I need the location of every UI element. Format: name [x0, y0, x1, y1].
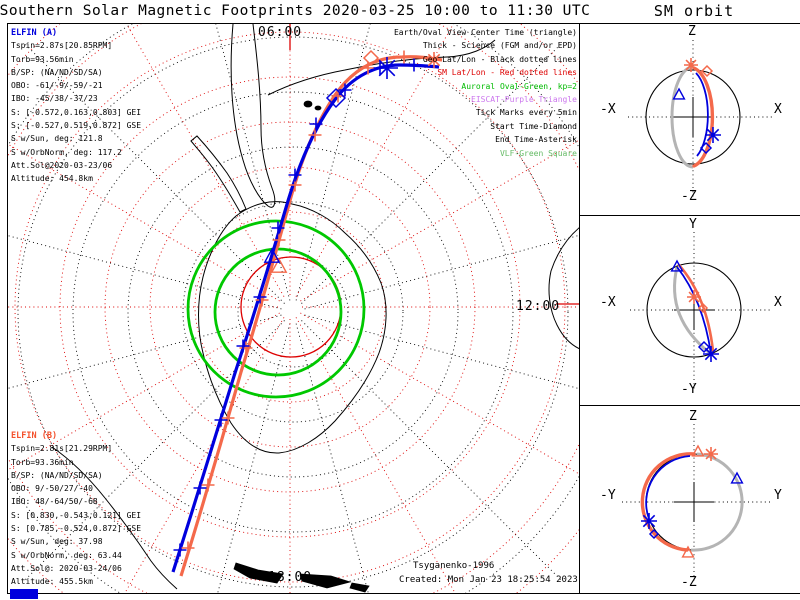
legend-item: End Time-Asterisk: [495, 135, 577, 145]
elfin-a-footprint-track: [171, 63, 440, 573]
stat-line: S w/Sun, deg: 37.98: [11, 537, 103, 547]
orbit-dark-arc: [690, 452, 744, 552]
stat-line: Tspin=2.81s[21.29RPM]: [11, 444, 113, 454]
stat-line: S w/OrbNorm, deg: 117.2: [11, 147, 122, 157]
orbit-a-arc: [645, 455, 691, 520]
elfin-a-color-swatch: [10, 589, 38, 599]
elfin-b-stats: ELFIN (B) Tspin=2.81s[21.29RPM] Torb=93.…: [11, 432, 141, 592]
elfin-a-name: ELFIN (A): [11, 28, 58, 38]
page-title: Southern Solar Magnetic Footprints 2020-…: [0, 3, 591, 19]
axis-label: Z: [689, 409, 697, 424]
elfin-b-name: ELFIN (B): [11, 431, 58, 441]
legend: Earth/Oval View Center Time (triangle) T…: [393, 28, 577, 163]
coast-australia: [51, 446, 178, 590]
stat-line: Torb=93.36min: [11, 457, 74, 467]
main-polar-plot: [8, 24, 579, 593]
islands: [303, 100, 322, 111]
stat-line: S: [0.785,-0.524,0.872] GSE: [11, 524, 142, 534]
stat-line: S w/OrbNorm, deg: 63.44: [11, 550, 122, 560]
legend-item: Thick - Science (FGM and/or EPD): [422, 41, 577, 51]
elfin-a-stats: ELFIN (A) Tspin=2.87s[20.85RPM] Torb=93.…: [11, 29, 141, 189]
orbit-dark-arc: [673, 266, 712, 356]
legend-item: Start Time-Diamond: [490, 121, 577, 131]
orbit-a-arc: [676, 266, 712, 355]
sm-orbit-panel-xy: [630, 232, 772, 390]
stat-line: B/SP: (NA/ND/SD/SA): [11, 470, 103, 480]
model-label: Tsyganenko-1996: [413, 561, 495, 571]
legend-item: SM Lat/Lon - Red dotted lines: [437, 68, 577, 78]
stat-line: S: [-0.572,0.163,0.803] GEI: [11, 107, 142, 117]
stat-line: Tspin=2.87s[20.85RPM]: [11, 41, 113, 51]
stat-line: Att.Sol@: 2020-03-24/06: [11, 563, 122, 573]
coast-antarctica: [198, 201, 387, 454]
coast-new-zealand: [233, 562, 370, 593]
axis-label: -X: [600, 102, 616, 117]
axis-label: -Y: [600, 488, 616, 503]
stat-line: S: [0.830,-0.543,0.121] GEI: [11, 510, 142, 520]
sm-orbit-panel-markers: [641, 58, 744, 558]
elfin-a-markers: [173, 57, 421, 557]
coastlines: [51, 24, 579, 593]
stat-line: Altitude: 455.5km: [11, 577, 93, 587]
stat-line: OBO: 9/-50/27/-40: [11, 484, 93, 494]
stat-line: B/SP: (NA/ND/SD/SA): [11, 67, 103, 77]
legend-item: Tick Marks every 5min: [475, 108, 577, 118]
sm-orbit-panel-yz: [622, 424, 772, 583]
mlt-label-0600: 06:00: [258, 25, 303, 40]
orbit-b-arc: [677, 263, 715, 353]
created-label: Created: Mon Jan 23 18:25:54 2023: [399, 575, 578, 585]
stat-line: OBO: -61/-9/-59/-21: [11, 81, 103, 91]
orbit-b-arc: [640, 452, 696, 552]
coast-africa: [548, 227, 579, 350]
stat-line: IBO: 48/-64/50/-68: [11, 497, 98, 507]
stat-line: Att.Sol@2020-03-23/06: [11, 160, 113, 170]
axis-label: Y: [689, 217, 697, 232]
mlt-label-1200: 12:00: [516, 299, 561, 314]
legend-item: VLF-Green Square: [499, 148, 577, 158]
axis-label: -X: [600, 295, 616, 310]
legend-item: Earth/Oval View Center Time (triangle): [393, 28, 577, 37]
stat-line: S w/Sun, deg: 121.8: [11, 134, 103, 144]
axis-label: X: [774, 295, 782, 310]
sm-orbit-title: SM orbit: [653, 2, 735, 20]
legend-item: Auroral Oval-Green, kp=2: [461, 81, 577, 91]
legend-item: EISCAT-Purple Triangle: [471, 94, 577, 104]
stat-line: Altitude: 454.8km: [11, 174, 93, 184]
orbit-b-arc: [692, 66, 715, 168]
stat-line: S: [-0.527,0.519,0.872] GSE: [11, 121, 142, 131]
mlt-label-1800: 18:00: [268, 570, 313, 585]
sm-orbit-panel-xz: [628, 40, 772, 200]
axis-label: -Y: [681, 382, 697, 397]
axis-label: -Z: [681, 575, 697, 590]
coast-south-america: [230, 24, 276, 208]
coast-antarctic-peninsula: [190, 135, 247, 213]
orbit-dark-arc: [670, 65, 694, 169]
legend-item: Geo Lat/Lon - Black dotted lines: [422, 54, 577, 64]
stat-line: IBO: -45/38/-37/23: [11, 94, 98, 104]
main-plot-border: [7, 23, 580, 594]
stat-line: Torb=93.56min: [11, 54, 74, 64]
sm-grid-dotted: [8, 24, 579, 593]
axis-label: -Z: [681, 189, 697, 204]
coast-south-atlantic: [267, 39, 496, 96]
axis-label: Y: [774, 488, 782, 503]
axis-label: Z: [688, 24, 696, 39]
axis-label: X: [774, 102, 782, 117]
